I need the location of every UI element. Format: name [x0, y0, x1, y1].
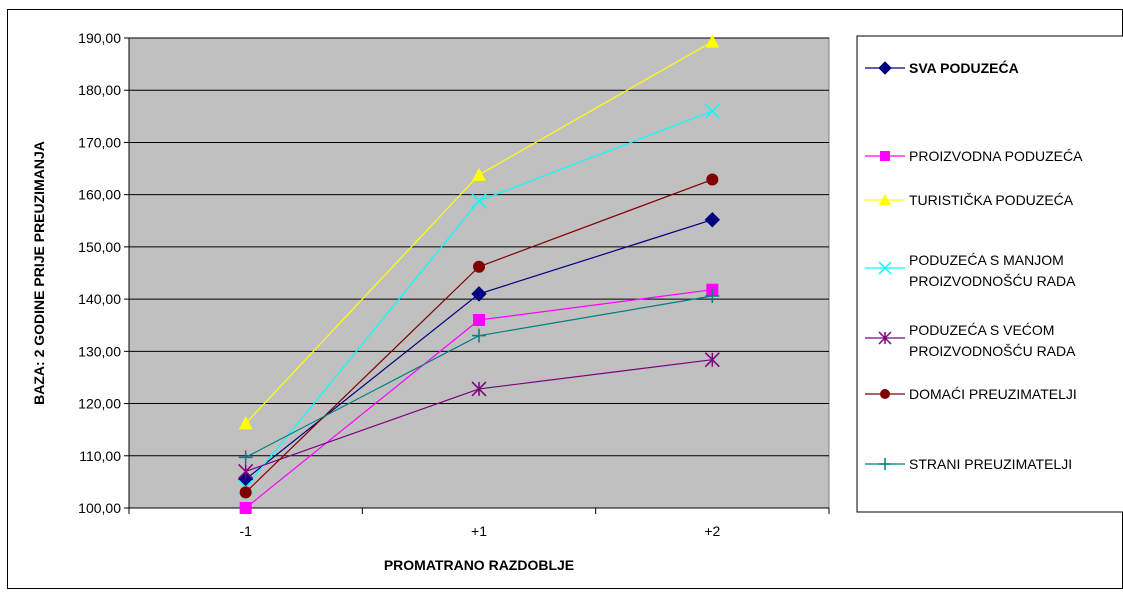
y-tick-label: 130,00 [78, 343, 121, 359]
y-tick-label: 110,00 [79, 448, 121, 464]
y-tick-label: 150,00 [78, 239, 121, 255]
data-point-series-4 [471, 381, 487, 397]
y-tick-label: 190,00 [78, 30, 121, 46]
data-point-series-4 [238, 463, 254, 479]
legend-marker [880, 151, 890, 161]
x-tick-label: +2 [704, 523, 720, 539]
y-axis-title: BAZA: 2 GODINE PRIJE PREUZIMANJA [31, 141, 47, 405]
y-tick-label: 120,00 [78, 396, 121, 412]
x-tick-label: -1 [239, 523, 252, 539]
data-point-series-2 [238, 416, 253, 430]
legend-label: STRANI PREUZIMATELJI [909, 456, 1072, 472]
data-point-series-1 [473, 314, 485, 326]
y-tick-label: 100,00 [78, 500, 121, 516]
data-point-series-2 [705, 34, 720, 48]
data-point-series-3 [471, 193, 487, 209]
y-tick-label: 170,00 [78, 134, 121, 150]
legend-label: PODUZEĆA S VEĆOM [909, 322, 1054, 338]
y-tick-label: 160,00 [78, 187, 121, 203]
x-tick-label: +1 [471, 523, 487, 539]
legend-marker [879, 194, 891, 205]
legend-marker [878, 61, 892, 75]
data-point-series-1 [239, 502, 252, 514]
legend-label: DOMAĆI PREUZIMATELJI [909, 386, 1077, 402]
data-point-series-5 [473, 260, 485, 273]
data-point-series-0 [704, 212, 721, 228]
data-point-series-5 [706, 173, 719, 186]
data-point-series-0 [471, 286, 487, 302]
data-point-series-4 [704, 352, 720, 368]
legend-marker [878, 261, 892, 275]
legend-label: SVA PODUZEĆA [909, 59, 1019, 76]
legend-label: TURISTIČKA PODUZEĆA [909, 192, 1074, 208]
legend-marker [878, 331, 892, 345]
legend-label: PODUZEĆA S MANJOM [909, 252, 1064, 268]
y-tick-label: 180,00 [78, 82, 121, 98]
y-tick-label: 140,00 [78, 291, 121, 307]
data-point-series-6 [238, 450, 253, 465]
data-point-series-2 [472, 167, 486, 181]
data-point-series-6 [472, 328, 486, 343]
data-point-series-6 [705, 288, 720, 303]
legend-marker [879, 458, 891, 470]
data-point-series-5 [239, 486, 252, 499]
x-axis-title: PROMATRANO RAZDOBLJE [384, 557, 574, 573]
legend-marker [880, 389, 890, 399]
data-point-series-3 [704, 103, 720, 119]
legend-label: PROIZVODNA PODUZEĆA [909, 148, 1083, 164]
legend-label: PROIZVODNOŠĆU RADA [909, 273, 1076, 289]
plot-area [128, 37, 830, 509]
legend-box [856, 35, 1123, 513]
legend-label: PROIZVODNOŠĆU RADA [909, 343, 1076, 359]
